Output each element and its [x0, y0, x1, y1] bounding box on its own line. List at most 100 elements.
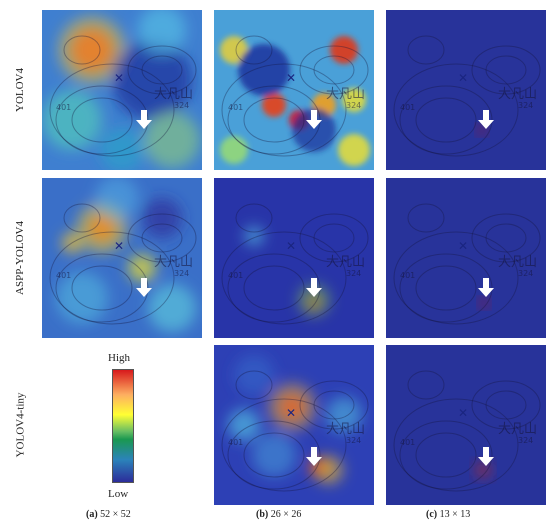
contour-line — [49, 231, 175, 325]
heat-blob — [142, 198, 182, 238]
contour-line — [127, 213, 197, 263]
heatmap-background — [386, 178, 546, 338]
map-elevation-label: 401 — [400, 438, 415, 447]
map-peak-label: 大凡山 — [498, 255, 537, 270]
colorbar — [112, 369, 134, 483]
map-elevation-label: 324 — [518, 436, 533, 445]
contour-line — [471, 213, 541, 263]
map-elevation-label: 324 — [346, 101, 361, 110]
contour-line — [393, 398, 519, 492]
heat-blob — [128, 254, 156, 282]
contour-line — [299, 213, 369, 263]
contour-line — [235, 370, 273, 400]
heat-blob — [480, 299, 488, 307]
heat-blobs — [56, 178, 196, 332]
target-arrow-icon — [478, 110, 494, 129]
row-label-aspp-yolov4: ASPP-YOLOV4 — [14, 221, 26, 295]
heat-blob — [476, 463, 490, 477]
heat-blob — [58, 16, 126, 84]
heat-blob — [244, 226, 264, 246]
contour-line — [415, 432, 477, 478]
caption-a: (a) 52 × 52 — [86, 509, 131, 520]
contour-line — [63, 35, 101, 65]
heat-blob — [100, 128, 144, 170]
heat-blobs — [244, 226, 330, 316]
heatmap-image: 大凡山 401 324 ✕ — [386, 345, 546, 505]
contour-line — [485, 55, 527, 85]
legend-low-label: Low — [108, 488, 129, 500]
contour-line — [127, 45, 197, 95]
heatmap-image: 大凡山 401 324 ✕ — [386, 178, 546, 338]
heatmap-image: 大凡山 401 324 ✕ — [214, 10, 374, 170]
map-elevation-label: 401 — [228, 438, 243, 447]
heatmap-background — [386, 10, 546, 170]
heat-blob — [478, 126, 486, 134]
map-peak-label: 大凡山 — [154, 255, 193, 270]
heat-blob — [315, 456, 343, 484]
heatmap-tile: 大凡山 401 324 ✕ — [386, 10, 546, 170]
cross-marker-icon: ✕ — [286, 406, 296, 420]
heat-blob — [148, 284, 196, 332]
caption-b-letter: (b) — [256, 509, 269, 520]
cross-marker-icon: ✕ — [458, 239, 468, 253]
map-peak-label: 大凡山 — [326, 255, 365, 270]
heatmap-tile: 大凡山 401 324 ✕ — [386, 345, 546, 505]
caption-b-size: 26 × 26 — [270, 509, 302, 520]
heatmap-tile: 大凡山 401 324 ✕ — [42, 178, 202, 338]
cross-marker-icon: ✕ — [114, 239, 124, 253]
contour-line — [49, 63, 175, 157]
heatmap-image: 大凡山 401 324 ✕ — [386, 10, 546, 170]
target-arrow-icon — [478, 447, 494, 466]
map-elevation-label: 324 — [518, 101, 533, 110]
caption-a-size: 52 × 52 — [100, 509, 131, 520]
heatmap-tile: 大凡山 401 324 ✕ — [214, 10, 374, 170]
heat-blob — [292, 108, 336, 152]
caption-c-size: 13 × 13 — [439, 509, 471, 520]
target-arrow-icon — [306, 278, 322, 297]
heat-blob — [95, 178, 139, 220]
heat-blobs — [480, 299, 488, 307]
caption-b: (b) 26 × 26 — [256, 509, 301, 520]
map-elevation-label: 401 — [56, 103, 71, 112]
heatmap-tile: 大凡山 401 324 ✕ — [214, 178, 374, 338]
contour-line — [299, 45, 369, 95]
contour-lines — [393, 203, 541, 325]
map-elevation-label: 324 — [174, 269, 189, 278]
contour-line — [71, 265, 133, 311]
heat-blobs — [476, 463, 490, 477]
heat-blob — [144, 112, 200, 168]
map-peak-label: 大凡山 — [498, 422, 537, 437]
heat-blob — [262, 93, 286, 117]
heatmap-background — [386, 345, 546, 505]
contour-line — [485, 390, 527, 420]
heat-blobs — [228, 355, 362, 484]
target-arrow-icon — [136, 110, 152, 129]
contour-line — [415, 265, 477, 311]
caption-c: (c) 13 × 13 — [426, 509, 470, 520]
contour-line — [243, 97, 305, 143]
heat-blob — [62, 233, 82, 253]
row-label-yolov4: YOLOV4 — [14, 68, 26, 112]
heat-blob — [342, 88, 366, 112]
contour-line — [313, 55, 355, 85]
heatmap-image: 大凡山 401 324 ✕ — [214, 178, 374, 338]
contour-line — [235, 35, 273, 65]
contour-line — [227, 420, 321, 490]
contour-line — [471, 380, 541, 430]
map-peak-label: 大凡山 — [498, 87, 537, 102]
heat-blob — [252, 433, 296, 477]
map-elevation-label: 324 — [346, 269, 361, 278]
cross-marker-icon: ✕ — [114, 71, 124, 85]
heat-blobs — [42, 10, 200, 170]
map-elevation-label: 401 — [400, 103, 415, 112]
heat-blob — [268, 383, 316, 431]
cross-marker-icon: ✕ — [458, 406, 468, 420]
map-peak-label: 大凡山 — [326, 87, 365, 102]
contour-line — [71, 97, 133, 143]
map-elevation-label: 324 — [174, 101, 189, 110]
target-arrow-icon — [306, 110, 322, 129]
heatmap-tile: 大凡山 401 324 ✕ — [386, 178, 546, 338]
heat-blob — [138, 10, 186, 54]
caption-c-letter: (c) — [426, 509, 438, 520]
contour-line — [471, 45, 541, 95]
